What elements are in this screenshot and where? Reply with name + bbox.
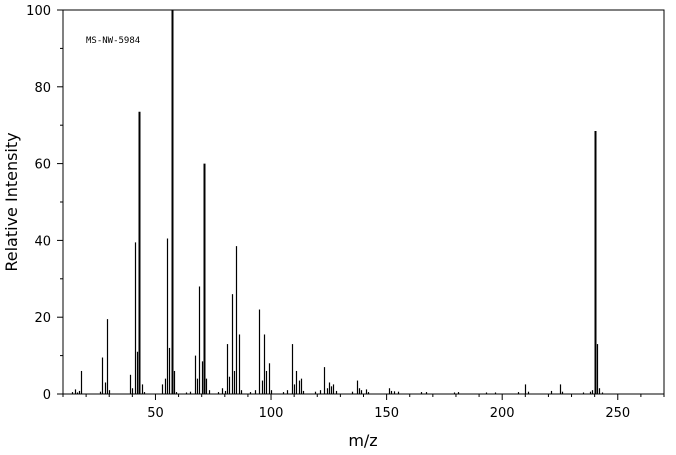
y-tick-label: 20 — [34, 311, 51, 326]
plot-frame — [62, 9, 665, 395]
y-tick-label: 0 — [43, 388, 51, 403]
x-tick-label: 250 — [605, 406, 630, 421]
spectrum-code-label: MS-NW-5984 — [86, 36, 140, 46]
y-axis-title: Relative Intensity — [2, 132, 21, 271]
y-tick-label: 40 — [34, 234, 51, 249]
y-tick-label: 80 — [34, 81, 51, 96]
x-tick-label: 50 — [147, 406, 164, 421]
x-tick-label: 150 — [374, 406, 399, 421]
y-tick-label: 60 — [34, 158, 51, 173]
x-axis-ticks: 50 100 150 200 250 — [62, 394, 665, 421]
x-axis-title: m/z — [348, 431, 377, 450]
x-tick-label: 200 — [490, 406, 515, 421]
peak-bars — [71, 10, 604, 394]
y-tick-label: 100 — [26, 4, 51, 19]
x-tick-label: 100 — [259, 406, 284, 421]
y-axis-ticks: 0 20 40 60 80 100 — [26, 4, 63, 403]
